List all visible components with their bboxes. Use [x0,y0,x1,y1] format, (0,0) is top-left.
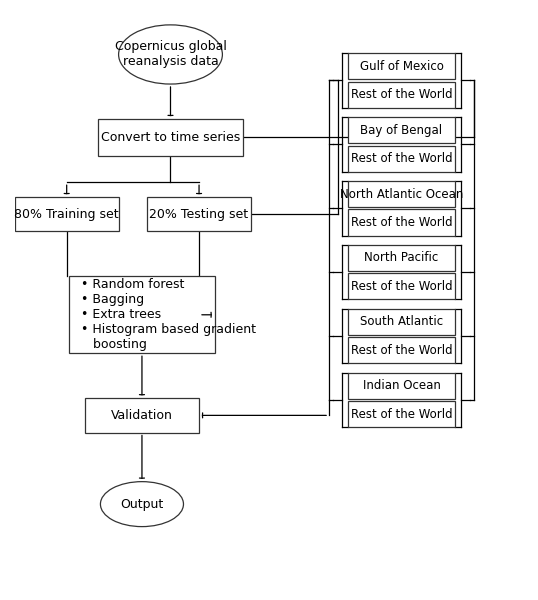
FancyBboxPatch shape [348,117,455,143]
Text: 80% Training set: 80% Training set [15,208,119,221]
Text: Output: Output [121,497,164,511]
FancyBboxPatch shape [348,274,455,299]
FancyBboxPatch shape [69,277,215,353]
Text: North Pacific: North Pacific [364,251,438,265]
Ellipse shape [101,482,183,527]
Text: North Atlantic Ocean: North Atlantic Ocean [340,188,463,200]
FancyBboxPatch shape [348,53,455,79]
Text: Bay of Bengal: Bay of Bengal [360,124,443,137]
Text: Rest of the World: Rest of the World [351,216,452,229]
FancyBboxPatch shape [85,398,199,433]
Text: South Atlantic: South Atlantic [360,316,443,328]
Text: Rest of the World: Rest of the World [351,344,452,357]
FancyBboxPatch shape [15,197,118,232]
Text: Convert to time series: Convert to time series [101,131,240,144]
FancyBboxPatch shape [348,82,455,108]
Text: Rest of the World: Rest of the World [351,407,452,421]
Text: Copernicus global
reanalysis data: Copernicus global reanalysis data [115,40,226,68]
Text: Indian Ocean: Indian Ocean [363,379,441,392]
Text: 20% Testing set: 20% Testing set [150,208,249,221]
FancyBboxPatch shape [98,119,243,155]
FancyBboxPatch shape [348,146,455,172]
FancyBboxPatch shape [348,309,455,335]
Text: • Random forest
• Bagging
• Extra trees
• Histogram based gradient
   boosting: • Random forest • Bagging • Extra trees … [81,278,256,351]
Text: Rest of the World: Rest of the World [351,88,452,101]
Text: Validation: Validation [111,409,173,422]
FancyBboxPatch shape [147,197,251,232]
FancyBboxPatch shape [348,401,455,427]
FancyBboxPatch shape [348,373,455,399]
Ellipse shape [118,25,222,84]
FancyBboxPatch shape [348,245,455,271]
FancyBboxPatch shape [348,181,455,207]
Text: Rest of the World: Rest of the World [351,152,452,165]
Text: Gulf of Mexico: Gulf of Mexico [359,60,443,73]
FancyBboxPatch shape [348,337,455,364]
Text: Rest of the World: Rest of the World [351,280,452,293]
FancyBboxPatch shape [348,209,455,236]
